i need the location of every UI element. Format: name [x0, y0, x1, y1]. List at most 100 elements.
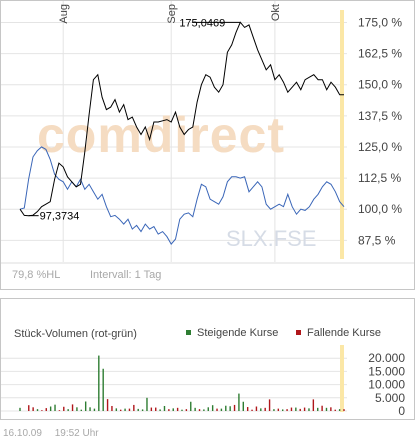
volume-bar [194, 407, 196, 411]
volume-bar [242, 401, 244, 411]
volume-bar [282, 409, 284, 411]
y-tick-label: 125,0 % [358, 140, 402, 154]
volume-bar [273, 409, 275, 411]
volume-bar [163, 405, 166, 411]
volume-bar [63, 406, 65, 411]
volume-y-tick-label: 0 [398, 404, 405, 418]
month-label: Sep [166, 4, 178, 24]
y-tick-label: 87,5 % [358, 233, 396, 247]
volume-bar [19, 407, 21, 411]
high-low-label: 79,8 %HL [12, 269, 60, 281]
volume-bar [330, 407, 332, 411]
volume-y-tick-label: 20.000 [368, 351, 405, 365]
timestamp: 16.10.09 19:52 Uhr [3, 428, 109, 439]
volume-bar [216, 408, 218, 411]
volume-bar [49, 406, 52, 411]
y-tick-label: 162,5 % [358, 47, 402, 61]
month-labels: Aug Sep Okt [58, 4, 282, 24]
volume-grid [1, 357, 347, 412]
volume-bar [246, 407, 249, 411]
volume-bar [225, 405, 227, 411]
volume-bar [41, 410, 43, 411]
volume-bar [150, 407, 153, 411]
volume-bar [93, 408, 96, 411]
volume-bar [54, 404, 56, 411]
volume-bar [28, 405, 30, 411]
month-label: Okt [270, 4, 282, 21]
volume-bar [264, 407, 266, 411]
volume-bar [277, 408, 280, 411]
volume-bar [133, 404, 135, 411]
volume-bar [32, 407, 34, 411]
legend-up-swatch [186, 330, 191, 335]
volume-bar [67, 409, 69, 411]
volume-bar [203, 409, 205, 411]
y-tick-label: 175,0 % [358, 15, 402, 29]
y-axis-ticks: 175,0 % 162,5 % 150,0 % 137,5 % 125,0 % 112,5… [358, 15, 402, 247]
price-line [19, 21, 344, 217]
price-grid [1, 1, 347, 262]
volume-bar [325, 407, 328, 411]
volume-bar [334, 409, 336, 411]
volume-bar [176, 407, 179, 411]
volume-bar [159, 409, 161, 411]
volume-bar [106, 399, 109, 411]
volume-bar [338, 409, 341, 411]
annotations: 175,0469 97,3734 [28, 17, 241, 223]
volume-y-tick-label: 15.000 [368, 364, 405, 378]
volume-bar [71, 404, 74, 411]
price-chart-frame [0, 0, 415, 290]
volume-bar [137, 408, 139, 411]
symbol-label: SLX.FSE [226, 226, 316, 251]
volume-bar [58, 410, 61, 411]
volume-bar [211, 405, 214, 411]
volume-bar [84, 401, 87, 411]
volume-bar [238, 393, 240, 411]
volume-bar [168, 409, 170, 411]
volume-bar [36, 409, 39, 411]
volume-bar [303, 407, 306, 411]
volume-bar [290, 407, 293, 411]
volume-bar [102, 368, 104, 411]
volume-title: Stück-Volumen (rot-grün) [14, 328, 137, 340]
volume-bar [181, 409, 183, 411]
volume-bar [233, 404, 236, 411]
volume-y-tick-label: 5.000 [375, 391, 405, 405]
timestamp-time: 19:52 Uhr [54, 428, 99, 439]
price-chart: comdirect SLX.FSE Aug Sep Okt 175,0 % 162,5… [0, 0, 415, 290]
legend-down-label: Fallende Kurse [307, 327, 381, 339]
volume-chart: Stück-Volumen (rot-grün) Steigende Kurse… [0, 298, 415, 420]
volume-bar [251, 409, 253, 411]
volume-bar [128, 408, 131, 411]
interval-label: Intervall: 1 Tag [90, 269, 161, 281]
volume-bar [89, 407, 91, 411]
volume-bar [185, 409, 188, 411]
watermark: comdirect [37, 107, 285, 163]
month-label: Aug [58, 4, 70, 24]
legend-down-swatch [296, 330, 301, 335]
min-annotation: 97,3734 [40, 211, 80, 223]
volume-bar [190, 401, 192, 411]
volume-bar [115, 408, 118, 411]
volume-y-tick-label: 10.000 [368, 378, 405, 392]
volume-bar [146, 397, 148, 411]
volume-bar [255, 406, 258, 411]
volume-bar [308, 408, 310, 411]
volume-bar [268, 399, 271, 411]
current-day-marker [340, 10, 344, 259]
y-tick-label: 112,5 % [358, 171, 401, 185]
y-tick-label: 100,0 % [358, 202, 402, 216]
volume-bar [343, 409, 345, 411]
volume-bar [76, 407, 78, 411]
volume-bars [19, 355, 345, 411]
volume-bar [80, 409, 82, 411]
volume-bar [207, 407, 209, 411]
price-lines [19, 21, 345, 245]
volume-bar [286, 409, 288, 411]
volume-bar [229, 406, 231, 411]
volume-bar [220, 408, 223, 411]
volume-chart-frame [0, 298, 415, 420]
volume-bar [124, 408, 126, 411]
volume-bar [198, 409, 201, 411]
